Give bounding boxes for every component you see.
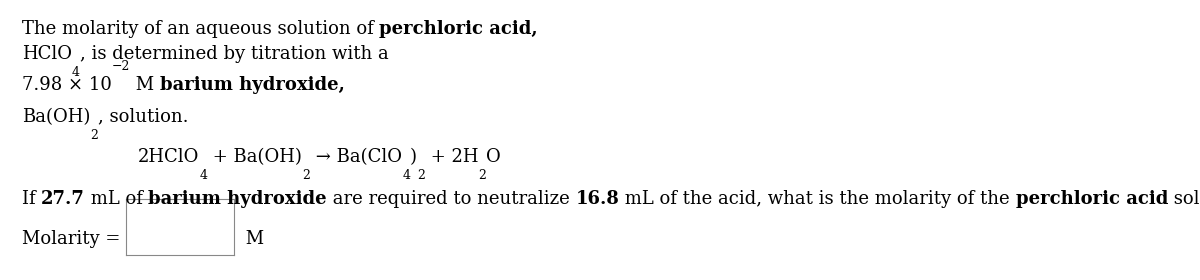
Text: M: M [130,76,160,94]
Text: 2: 2 [302,169,310,182]
Text: barium hydroxide: barium hydroxide [149,190,328,208]
Text: 2HClO: 2HClO [138,148,199,166]
Text: The molarity of an aqueous solution of: The molarity of an aqueous solution of [22,20,379,38]
Text: ): ) [410,148,418,166]
Text: perchloric acid,: perchloric acid, [379,20,538,38]
Text: 2: 2 [418,169,425,182]
Text: 4: 4 [72,66,79,79]
Text: , solution.: , solution. [98,108,188,126]
Text: mL of the acid, what is the molarity of the: mL of the acid, what is the molarity of … [619,190,1016,208]
Text: If: If [22,190,41,208]
Text: HClO: HClO [22,45,72,63]
Text: perchloric acid: perchloric acid [1016,190,1169,208]
Text: 2: 2 [90,129,98,142]
Text: O: O [486,148,502,166]
Text: 2: 2 [479,169,486,182]
Text: −2: −2 [112,60,130,73]
Text: are required to neutralize: are required to neutralize [328,190,576,208]
Text: , is determined by titration with a: , is determined by titration with a [79,45,389,63]
Text: solution?: solution? [1169,190,1200,208]
Text: M: M [240,230,264,248]
Text: 4: 4 [402,169,410,182]
Text: + Ba(OH): + Ba(OH) [208,148,302,166]
Text: 4: 4 [199,169,208,182]
Text: mL of: mL of [85,190,149,208]
Text: Ba(OH): Ba(OH) [22,108,90,126]
Text: barium hydroxide,: barium hydroxide, [160,76,344,94]
Text: + 2H: + 2H [425,148,479,166]
Text: 27.7: 27.7 [41,190,85,208]
Text: Molarity =: Molarity = [22,230,126,248]
Text: → Ba(ClO: → Ba(ClO [310,148,402,166]
Text: 16.8: 16.8 [576,190,619,208]
Text: 7.98 × 10: 7.98 × 10 [22,76,112,94]
